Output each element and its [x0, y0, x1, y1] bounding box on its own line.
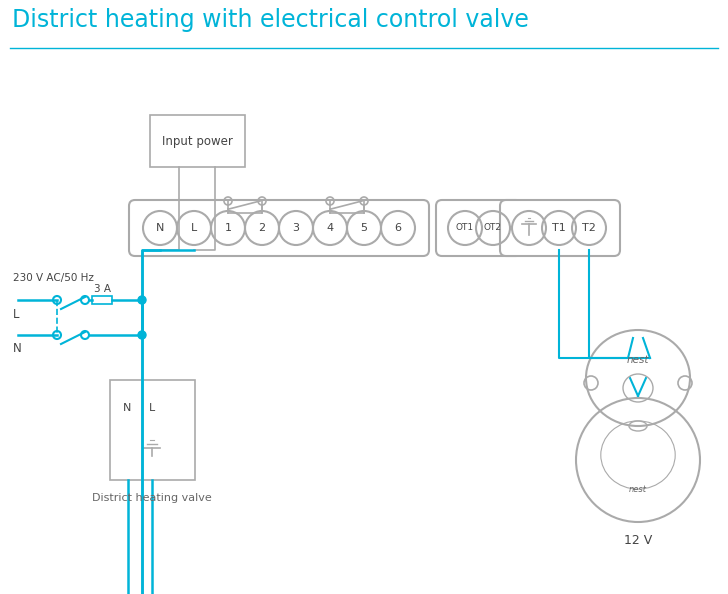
FancyBboxPatch shape — [129, 200, 429, 256]
Bar — [92, 296, 112, 304]
Text: nest: nest — [627, 355, 649, 365]
Text: 12 V: 12 V — [624, 533, 652, 546]
Text: 230 V AC/50 Hz: 230 V AC/50 Hz — [13, 273, 94, 283]
Text: N: N — [156, 223, 165, 233]
Text: N: N — [13, 343, 22, 355]
Text: OT2: OT2 — [484, 223, 502, 232]
Text: T1: T1 — [552, 223, 566, 233]
Text: District heating valve: District heating valve — [92, 493, 212, 503]
FancyBboxPatch shape — [500, 200, 620, 256]
Bar — [109, 380, 194, 480]
Text: 3: 3 — [293, 223, 299, 233]
Text: District heating with electrical control valve: District heating with electrical control… — [12, 8, 529, 32]
Text: 1: 1 — [224, 223, 232, 233]
Text: nest: nest — [629, 485, 647, 494]
Text: L: L — [149, 403, 154, 413]
Bar — [117, 400, 138, 420]
Text: 6: 6 — [395, 223, 402, 233]
Circle shape — [138, 296, 146, 304]
Bar — [149, 115, 245, 167]
Bar — [141, 400, 162, 420]
Text: 3 A: 3 A — [93, 284, 111, 294]
Text: Input power: Input power — [162, 134, 232, 147]
Text: N: N — [123, 403, 132, 413]
FancyBboxPatch shape — [436, 200, 522, 256]
Text: T2: T2 — [582, 223, 596, 233]
Text: L: L — [191, 223, 197, 233]
Text: 4: 4 — [326, 223, 333, 233]
Text: OT1: OT1 — [456, 223, 474, 232]
Circle shape — [138, 331, 146, 339]
Text: 5: 5 — [360, 223, 368, 233]
Text: L: L — [13, 308, 20, 321]
Text: 2: 2 — [258, 223, 266, 233]
